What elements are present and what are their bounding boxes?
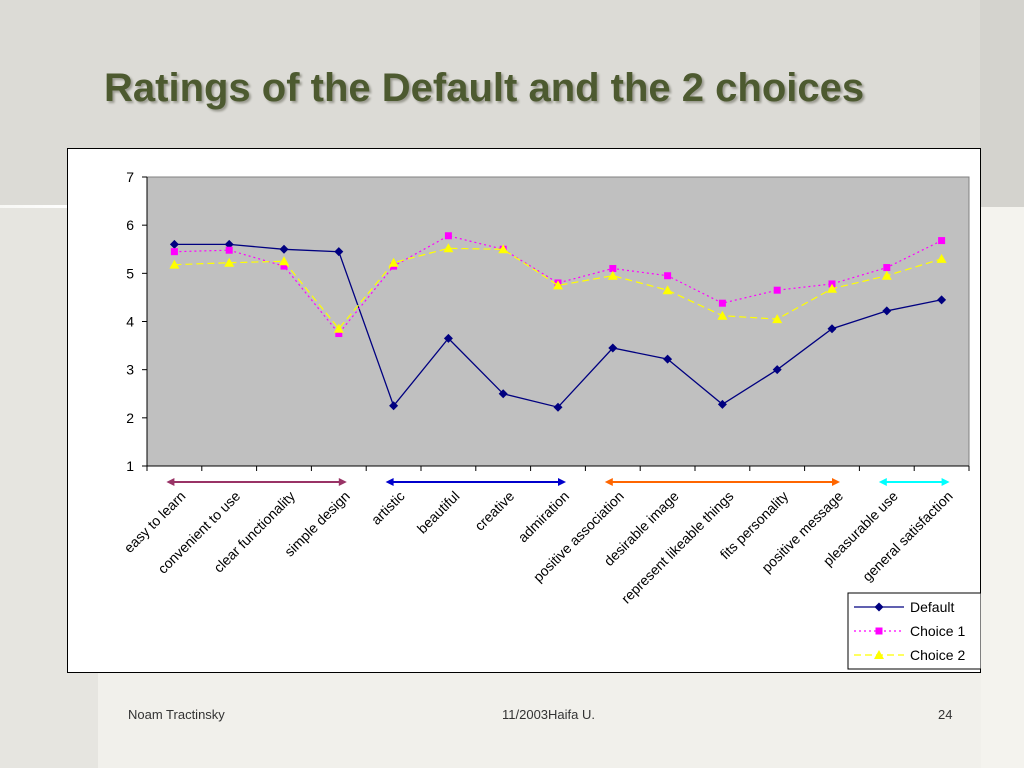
data-point — [882, 306, 892, 316]
data-point — [607, 270, 618, 280]
data-point — [881, 270, 892, 280]
legend-label: Default — [910, 599, 954, 615]
data-point — [718, 299, 726, 307]
data-point — [875, 627, 883, 635]
data-point — [827, 283, 837, 293]
series-choice-2 — [169, 243, 947, 333]
x-tick-label: positive association — [530, 488, 627, 585]
data-point — [279, 244, 289, 254]
page-number: 24 — [938, 707, 953, 722]
data-point — [772, 314, 783, 324]
legend-label: Choice 1 — [910, 623, 965, 639]
data-point — [444, 232, 452, 240]
group-bracket-arrow-left — [604, 478, 613, 486]
data-point — [224, 239, 234, 249]
x-tick-label: beautiful — [414, 488, 463, 537]
data-point — [553, 280, 563, 290]
data-point — [388, 257, 399, 267]
data-point — [498, 389, 508, 399]
data-point — [936, 253, 947, 263]
x-tick-label: artistic — [368, 488, 408, 528]
group-bracket — [604, 478, 840, 486]
data-point — [827, 324, 837, 334]
data-point — [334, 247, 344, 257]
data-point — [224, 257, 235, 267]
data-point — [553, 402, 563, 412]
footer-date: 11/2003Haifa U. — [502, 707, 595, 722]
y-tick-label: 6 — [126, 217, 134, 233]
slide-title: Ratings of the Default and the 2 choices — [104, 66, 865, 110]
data-point — [938, 237, 946, 245]
data-point — [883, 264, 891, 272]
background-right-strip — [981, 207, 1024, 768]
group-bracket-arrow-right — [338, 478, 347, 486]
series-line — [174, 235, 942, 335]
legend: Default Choice 1 Choice 2 — [847, 592, 981, 670]
series-default — [169, 239, 947, 412]
x-tick-label: creative — [471, 488, 517, 534]
data-point — [498, 244, 509, 254]
data-point — [937, 295, 947, 305]
legend-item: Choice 2 — [854, 647, 965, 663]
data-point — [443, 333, 453, 343]
data-point — [662, 285, 673, 295]
legend-label: Choice 2 — [910, 647, 965, 663]
group-bracket-arrow-left — [385, 478, 394, 486]
data-point — [443, 243, 454, 253]
data-point — [773, 286, 781, 294]
data-point — [169, 259, 180, 269]
x-tick-label: admiration — [515, 488, 573, 546]
data-point — [389, 401, 399, 411]
data-point — [333, 323, 344, 333]
legend-item: Choice 1 — [854, 623, 965, 639]
data-point — [335, 330, 343, 338]
y-tick-label: 3 — [126, 362, 134, 378]
data-point — [280, 262, 288, 270]
data-point — [772, 365, 782, 375]
background-divider-line — [0, 205, 130, 208]
data-point — [279, 256, 289, 266]
group-bracket-arrow-right — [558, 478, 566, 486]
y-tick-label: 7 — [126, 169, 134, 185]
group-bracket — [166, 478, 347, 486]
data-point — [169, 239, 179, 249]
data-point — [663, 354, 673, 364]
y-tick-label: 1 — [126, 458, 134, 474]
background-top-corner — [980, 0, 1024, 207]
legend-item: Default — [854, 599, 954, 615]
group-bracket-arrow-right — [941, 478, 950, 486]
y-tick-label: 4 — [126, 314, 134, 330]
data-point — [717, 310, 728, 320]
group-bracket-arrow-left — [166, 478, 175, 486]
group-bracket — [878, 478, 950, 486]
y-tick-label: 5 — [126, 265, 134, 281]
y-tick-label: 2 — [126, 410, 134, 426]
plot-area — [146, 176, 970, 467]
data-point — [874, 602, 884, 612]
x-tick-label: general satisfaction — [859, 488, 956, 585]
data-point — [664, 272, 672, 280]
x-tick-label: represent likeable things — [618, 488, 737, 607]
data-point — [609, 265, 617, 273]
series-line — [174, 247, 942, 330]
data-point — [225, 246, 233, 254]
data-point — [608, 343, 618, 353]
group-bracket-arrow-right — [832, 478, 840, 486]
data-point — [717, 399, 727, 409]
footer-author: Noam Tractinsky — [128, 707, 225, 722]
data-point — [874, 650, 884, 659]
data-point — [170, 248, 178, 256]
group-bracket — [385, 478, 566, 486]
group-bracket-arrow-left — [878, 478, 887, 486]
